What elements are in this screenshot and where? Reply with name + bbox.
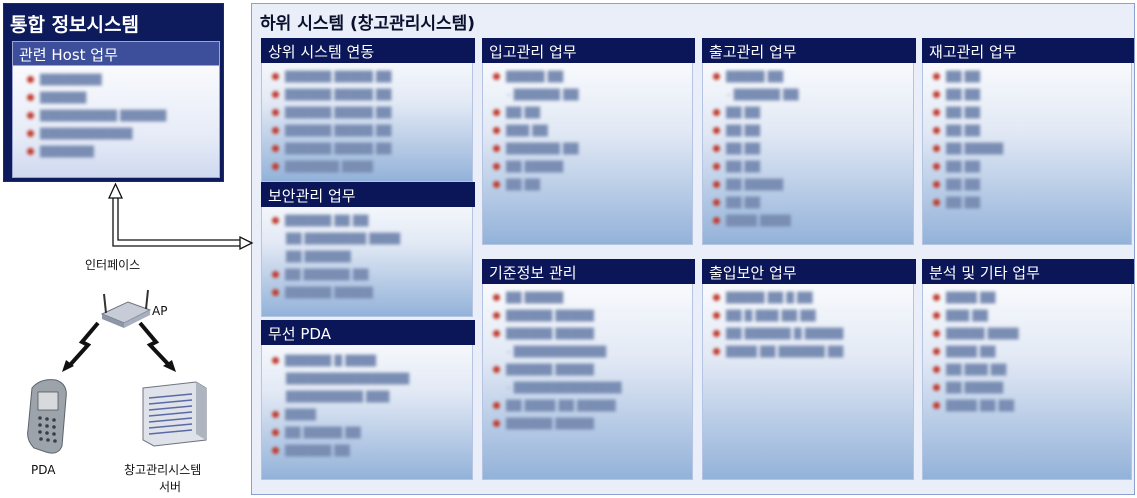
inbound-blurred-list: █████ ██ - ██████ ██ ██ ██ ███ ██ ██████… — [493, 69, 579, 195]
analysis-panel: 분석 및 기타 업무 ████ ██ ███ ██ █████ ████ ███… — [922, 259, 1134, 480]
host-tasks-blurred-list: ████████ ██████ ██████████ ██████ ██████… — [27, 72, 166, 162]
inbound-label: 입고관리 업무 — [482, 38, 695, 63]
subsystem-box: 하위 시스템 (창고관리시스템) 상위 시스템 연동 ██████ █████ … — [251, 3, 1135, 495]
master-data-panel: 기준정보 관리 ██ █████ ██████ █████ ██████ ███… — [482, 259, 695, 480]
arrow-up-icon — [107, 182, 124, 199]
inventory-label: 재고관리 업무 — [922, 38, 1134, 63]
upper-system-blurred-list: ██████ █████ ██ ██████ █████ ██ ██████ █… — [272, 69, 391, 177]
subsystem-title: 하위 시스템 (창고관리시스템) — [260, 14, 476, 34]
integrated-system-box: 통합 정보시스템 관련 Host 업무 ████████ ██████ ████… — [3, 3, 224, 182]
security-panel: 보안관리 업무 ██████ ██ ██ ██ ████████ ████ ██… — [261, 182, 475, 317]
wireless-signal-icon — [68, 321, 100, 367]
access-security-label: 출입보안 업무 — [702, 259, 916, 284]
outbound-blurred-list: █████ ██ - ██████ ██ ██ ██ ██ ██ ██ ██ █… — [713, 69, 799, 231]
server-icon — [142, 381, 207, 447]
host-tasks-label: 관련 Host 업무 — [13, 42, 219, 66]
pda-label: PDA — [31, 463, 56, 477]
server-label-line1: 창고관리시스템 — [124, 463, 202, 477]
host-tasks-panel: 관련 Host 업무 ████████ ██████ ██████████ ██… — [12, 41, 220, 178]
access-point-icon — [100, 289, 152, 328]
analysis-blurred-list: ████ ██ ███ ██ █████ ████ ████ ██ ██ ███… — [933, 290, 1018, 416]
upper-system-panel: 상위 시스템 연동 ██████ █████ ██ ██████ █████ █… — [261, 38, 475, 182]
integrated-system-title: 통합 정보시스템 — [10, 14, 139, 36]
outbound-label: 출고관리 업무 — [702, 38, 916, 63]
wireless-signal-icon-2 — [138, 321, 170, 366]
access-security-blurred-list: █████ ██ █ ██ ██ █ ███ ██ ██ ██ ██████ █… — [713, 290, 843, 362]
server-label-line2: 서버 — [159, 480, 182, 494]
security-label: 보안관리 업무 — [261, 182, 475, 207]
security-blurred-list: ██████ ██ ██ ██ ████████ ████ ██ ██████ … — [272, 213, 400, 303]
pda-device-icon — [27, 379, 67, 454]
wireless-pda-label: 무선 PDA — [261, 320, 475, 345]
inventory-panel: 재고관리 업무 ██ ██ ██ ██ ██ ██ ██ ██ ██ █████… — [922, 38, 1134, 245]
arrow-right-icon — [239, 235, 254, 251]
master-data-blurred-list: ██ █████ ██████ █████ ██████ █████ - ███… — [493, 290, 621, 434]
master-data-label: 기준정보 관리 — [482, 259, 695, 284]
ap-label: AP — [152, 304, 168, 318]
outbound-panel: 출고관리 업무 █████ ██ - ██████ ██ ██ ██ ██ ██… — [702, 38, 916, 245]
upper-system-label: 상위 시스템 연동 — [261, 38, 475, 63]
inbound-panel: 입고관리 업무 █████ ██ - ██████ ██ ██ ██ ███ █… — [482, 38, 695, 245]
access-security-panel: 출입보안 업무 █████ ██ █ ██ ██ █ ███ ██ ██ ██ … — [702, 259, 916, 480]
wireless-pda-blurred-list: ██████ █ ████ ████████████████ █████████… — [272, 353, 409, 461]
inventory-blurred-list: ██ ██ ██ ██ ██ ██ ██ ██ ██ █████ ██ ██ █… — [933, 69, 1003, 213]
analysis-label: 분석 및 기타 업무 — [922, 259, 1134, 284]
wireless-pda-panel: 무선 PDA ██████ █ ████ ████████████████ ██… — [261, 320, 475, 480]
interface-label: 인터페이스 — [85, 258, 141, 272]
